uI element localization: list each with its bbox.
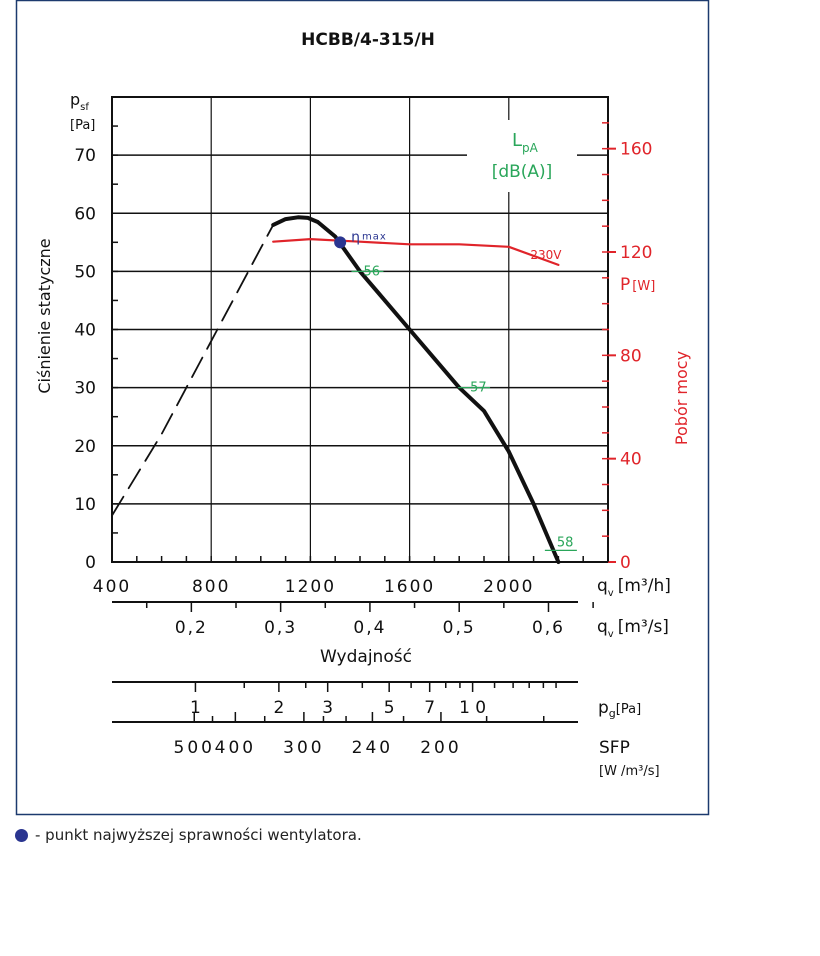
sfp-tick-label: 500: [174, 738, 215, 758]
x2-axis-unit: qv [m³/s]: [597, 617, 669, 640]
x2-tick-label: 0,5: [443, 618, 476, 638]
y-axis: 0 10 20 30 40 50 60 70: [74, 125, 118, 573]
pd-tick-label: 7: [424, 698, 435, 718]
x-tick-label: 400: [93, 577, 131, 597]
right-axis-label: Pobór mocy: [672, 351, 691, 445]
eta-max-label: η max: [351, 229, 387, 245]
pressure-curve-dashed: [111, 224, 275, 517]
chart: HCBB/4-315/H LpA [dB(A)] 230V η max565758…: [15, 0, 710, 816]
footnote: - punkt najwyższej sprawności wentylator…: [15, 826, 362, 844]
sfp-axis: 500 400 300 240 200: [174, 712, 545, 758]
lpa-legend-bg: [467, 120, 577, 192]
plot-area: LpA [dB(A)] 230V η max 56 57 58: [111, 96, 609, 564]
pressure-curve: [271, 215, 561, 564]
pd-tick-label: 1: [190, 698, 201, 718]
x2-tick-label: 0,4: [353, 618, 386, 638]
pd-tick-label: 3: [322, 698, 333, 718]
y-tick-label: 60: [74, 204, 96, 224]
y-axis-label: Ciśnienie statyczne: [35, 238, 54, 393]
y-axis-unit: [Pa]: [70, 118, 95, 133]
y-tick-label: 70: [74, 146, 96, 166]
lpa-value-label: 56: [363, 264, 380, 279]
sfp-tick-label: 300: [283, 738, 324, 758]
sfp-label: SFP: [599, 738, 630, 758]
x2-axis: 0,2 0,3 0,4 0,5 0,6: [145, 602, 594, 638]
y-tick-label: 30: [74, 379, 96, 399]
footnote-text: - punkt najwyższej sprawności wentylator…: [35, 826, 362, 844]
y-axis-symbol: psf: [70, 90, 89, 113]
x-axis: 400 800 1200 1600 2000: [93, 556, 609, 597]
x2-tick-label: 0,6: [532, 618, 565, 638]
right-tick-label: 160: [620, 140, 652, 160]
right-tick-label: 40: [620, 450, 642, 470]
right-axis: 0 40 80 120 160: [602, 122, 652, 573]
x-axis-label: Wydajność: [320, 647, 412, 667]
power-series-label: 230V: [530, 248, 562, 262]
y-tick-label: 20: [74, 437, 96, 457]
sfp-tick-label: 240: [352, 738, 393, 758]
sfp-tick-label: 200: [420, 738, 461, 758]
right-tick-label: 80: [620, 346, 642, 366]
lpa-value-label: 57: [470, 381, 487, 396]
sfp-tick-label: 400: [215, 738, 256, 758]
x-axis-unit: qv [m³/h]: [597, 576, 671, 599]
y-tick-label: 50: [74, 262, 96, 282]
pd-tick-label: 1 0: [459, 698, 486, 718]
chart-frame-border: [15, 0, 710, 816]
right-tick-label: 0: [620, 553, 631, 573]
right-axis-symbol: P [W]: [620, 275, 655, 295]
sfp-unit: [W /m³/s]: [599, 764, 660, 779]
x2-tick-label: 0,2: [175, 618, 208, 638]
pd-tick-label: 2: [273, 698, 284, 718]
x-tick-label: 1600: [384, 577, 435, 597]
eta-max-legend-dot: [15, 828, 28, 842]
lpa-value-label: 58: [557, 535, 574, 550]
x-tick-label: 2000: [483, 577, 534, 597]
lpa-label: LpA: [512, 130, 539, 155]
x-tick-label: 1200: [285, 577, 336, 597]
series-layer: 230V: [111, 215, 562, 564]
y-tick-label: 40: [74, 321, 96, 341]
y-tick-label: 0: [85, 553, 96, 573]
eta-max-point: [334, 236, 347, 249]
x-tick-label: 800: [192, 577, 230, 597]
pd-axis-unit: pg[Pa]: [598, 698, 641, 720]
y-tick-label: 10: [74, 495, 96, 515]
right-tick-label: 120: [620, 243, 652, 263]
pd-tick-label: 5: [384, 698, 395, 718]
chart-title: HCBB/4-315/H: [301, 30, 435, 50]
lpa-unit: [dB(A)]: [492, 162, 553, 182]
power-curve: [272, 238, 560, 266]
annotation-layer: η max 56 57 58: [334, 229, 577, 551]
pd-axis: 1 2 3 5 7 1 0: [190, 682, 557, 718]
x2-tick-label: 0,3: [264, 618, 297, 638]
